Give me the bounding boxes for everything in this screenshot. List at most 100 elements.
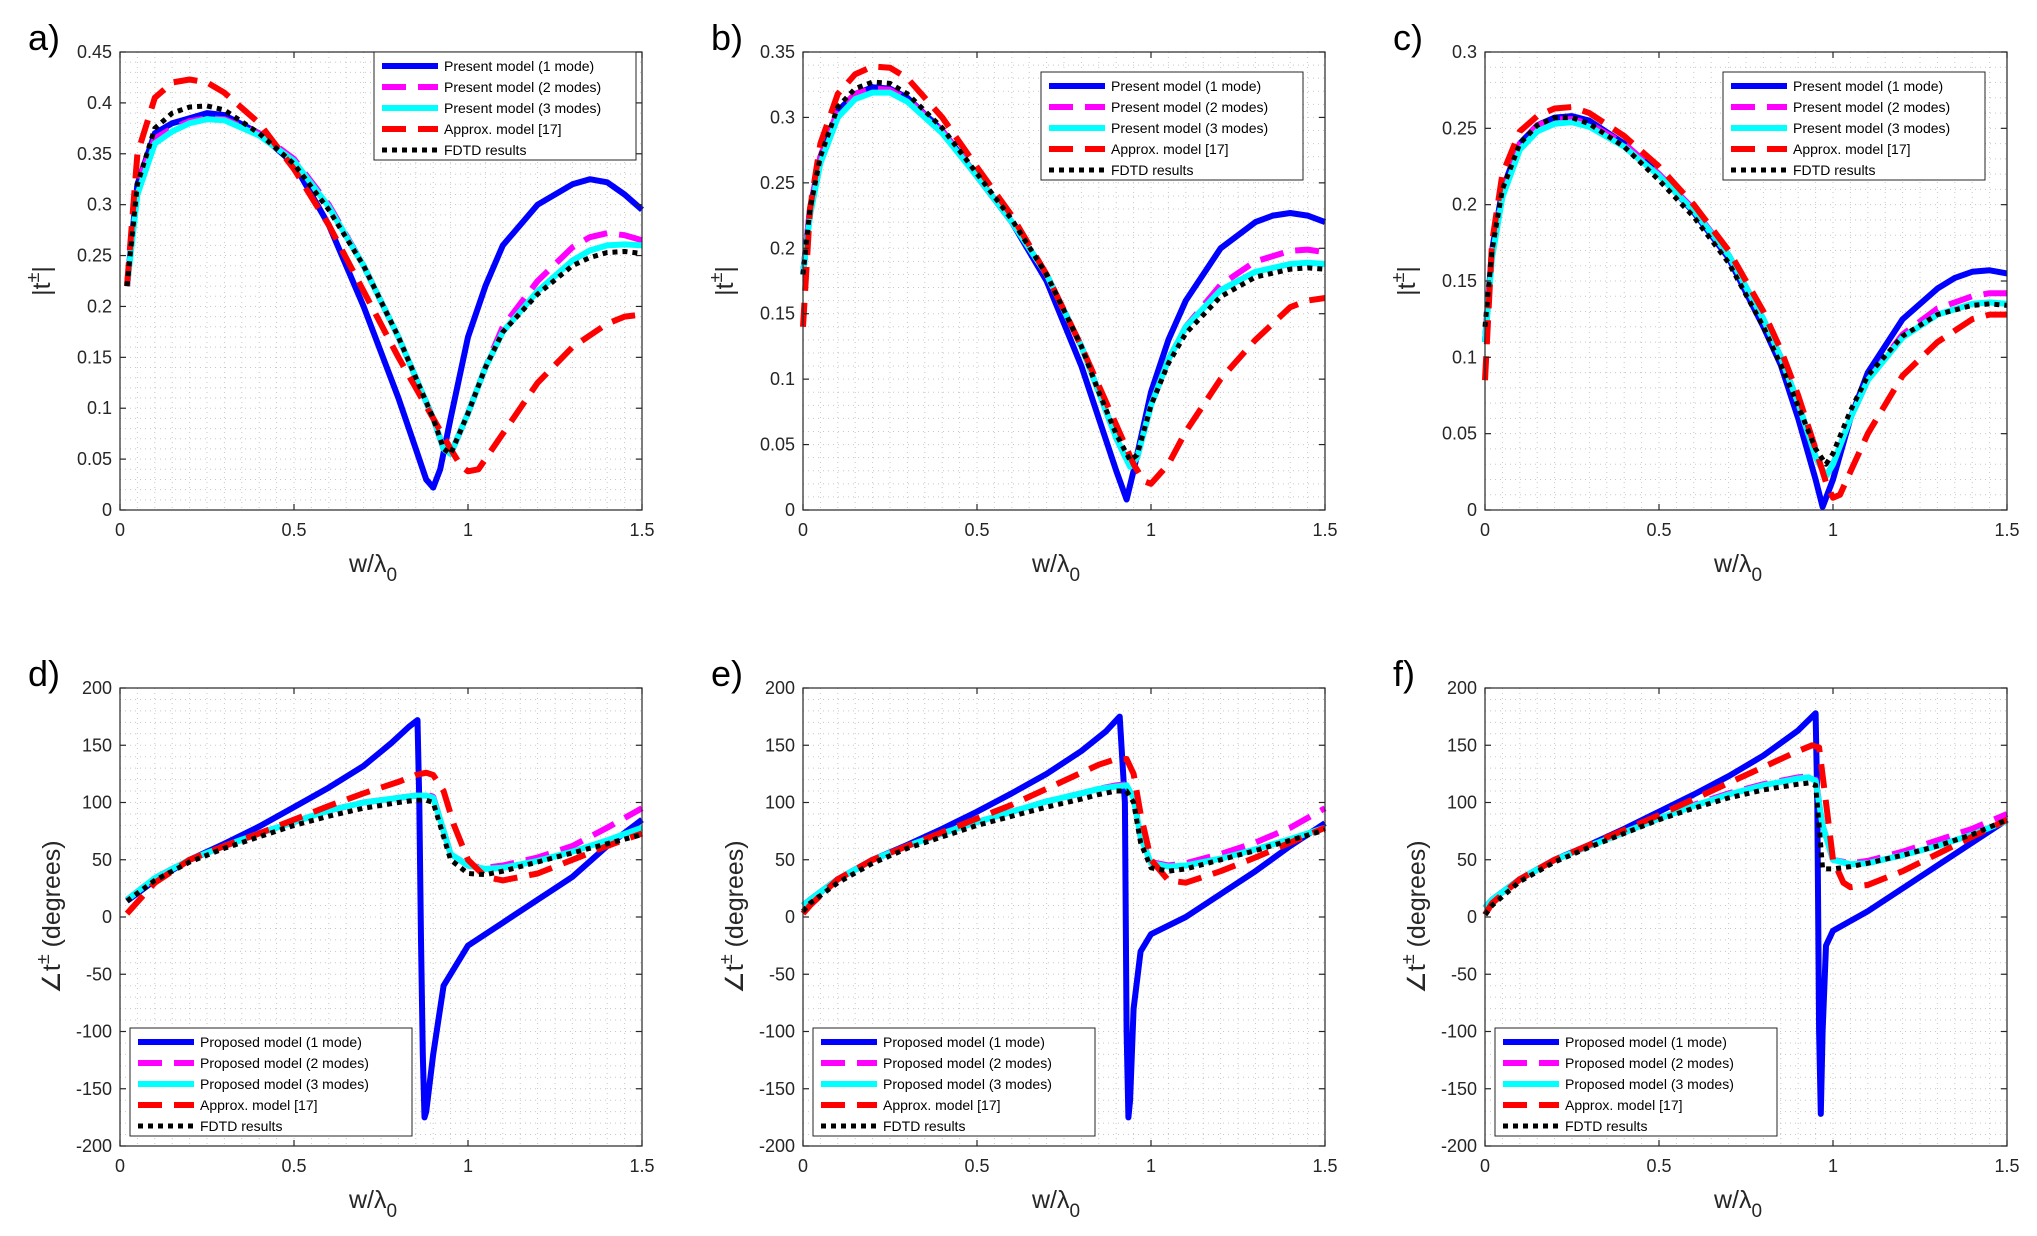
y-tick-label: 150: [765, 735, 795, 755]
legend-label: Proposed model (1 mode): [883, 1034, 1045, 1050]
x-tick-label: 1.5: [1994, 520, 2019, 540]
y-tick-label: 200: [765, 678, 795, 698]
x-tick-label: 1: [1146, 1156, 1156, 1176]
y-tick-label: -200: [76, 1136, 112, 1156]
legend: Proposed model (1 mode) Proposed model (2…: [129, 1027, 413, 1137]
series-line-approx: [124, 76, 643, 475]
y-tick-label: -50: [86, 964, 112, 984]
x-tick-label: 0: [798, 1156, 808, 1176]
x-axis-label: w/λ0: [1713, 1186, 1762, 1222]
y-tick-label: 0.05: [77, 449, 112, 469]
x-tick-label: 1.5: [1312, 520, 1337, 540]
series-line-fdtd: [1482, 115, 2008, 467]
legend-label: Approx. model [17]: [1793, 141, 1911, 157]
x-axis-label: w/λ0: [1031, 1186, 1080, 1222]
x-axis-label: w/λ0: [348, 1186, 397, 1222]
y-tick-label: 0.3: [87, 195, 112, 215]
y-tick-label: -100: [1441, 1022, 1477, 1042]
y-tick-label: 100: [82, 793, 112, 813]
y-tick-label: 0: [102, 907, 112, 927]
y-tick-label: 200: [1447, 678, 1477, 698]
y-axis-label: ∠t± (degrees): [33, 840, 66, 993]
y-tick-label: 0: [102, 500, 112, 520]
x-tick-label: 1: [1828, 1156, 1838, 1176]
series-line-fdtd: [800, 79, 1326, 463]
panel-label: c): [1393, 17, 1423, 58]
series-line-m3: [801, 782, 1326, 908]
legend: Proposed model (1 mode) Proposed model (2…: [1494, 1027, 1778, 1137]
legend-label: Present model (2 modes): [1111, 99, 1268, 115]
y-tick-label: 200: [82, 678, 112, 698]
y-tick-label: 0.05: [1442, 424, 1477, 444]
legend-label: Proposed model (2 modes): [1565, 1055, 1734, 1071]
x-tick-label: 1.5: [629, 520, 654, 540]
y-tick-label: 0.15: [77, 347, 112, 367]
panel-b: 0 0.5 1 1.5 0 0.05 0.1 0.15 0.2 0.25 0.3 0.35 b) w/λ0…: [706, 17, 1338, 586]
series-line-m1: [124, 110, 644, 491]
y-tick-label: 0.3: [770, 107, 795, 127]
axes-box: [802, 51, 1326, 511]
y-tick-label: 0.2: [770, 238, 795, 258]
y-axis-label: |t±|: [23, 266, 56, 296]
series-line-m1: [125, 717, 644, 1121]
legend-label: Present model (1 mode): [1111, 78, 1261, 94]
y-tick-label: -200: [759, 1136, 795, 1156]
legend-label: Proposed model (1 mode): [200, 1034, 362, 1050]
legend-label: Approx. model [17]: [1565, 1097, 1683, 1113]
x-tick-label: 1: [463, 520, 473, 540]
panel-label: e): [711, 653, 743, 694]
y-tick-label: 0.15: [760, 304, 795, 324]
legend-label: FDTD results: [1111, 162, 1193, 178]
x-tick-label: 1: [463, 1156, 473, 1176]
legend-label: Approx. model [17]: [1111, 141, 1229, 157]
legend-label: Approx. model [17]: [444, 121, 562, 137]
panel-label: f): [1393, 653, 1415, 694]
x-axis-label: w/λ0: [1713, 550, 1762, 586]
y-tick-label: 0.3: [1452, 42, 1477, 62]
y-tick-label: 100: [765, 793, 795, 813]
series-line-approx: [1482, 742, 2009, 917]
y-tick-label: -200: [1441, 1136, 1477, 1156]
x-tick-label: 0: [115, 1156, 125, 1176]
y-tick-label: 0.25: [77, 246, 112, 266]
legend-label: Approx. model [17]: [883, 1097, 1001, 1113]
y-tick-label: 0.2: [87, 296, 112, 316]
x-tick-label: 1.5: [1994, 1156, 2019, 1176]
x-tick-label: 0: [115, 520, 125, 540]
y-tick-label: -50: [1451, 964, 1477, 984]
y-tick-label: 0.15: [1442, 271, 1477, 291]
legend-label: Present model (1 mode): [444, 58, 594, 74]
panel-d: 0 0.5 1 1.5 -200 -150 -100 -50 0 50 100 150 200 d) w/λ…: [28, 653, 655, 1222]
series-line-m3: [1482, 119, 2008, 480]
x-tick-label: 0.5: [964, 1156, 989, 1176]
panel-label: a): [28, 17, 60, 58]
legend-label: Present model (3 modes): [444, 100, 601, 116]
y-axis-label: ∠t± (degrees): [1398, 840, 1431, 993]
y-tick-label: 0.25: [760, 173, 795, 193]
legend-label: Present model (3 modes): [1793, 120, 1950, 136]
panel-c: 0 0.5 1 1.5 0 0.05 0.1 0.15 0.2 0.25 0.3 c) w/λ0 |t±|…: [1388, 17, 2020, 586]
x-axis-label: w/λ0: [348, 550, 397, 586]
y-tick-label: 150: [1447, 735, 1477, 755]
legend-label: Proposed model (2 modes): [200, 1055, 369, 1071]
x-tick-label: 1.5: [1312, 1156, 1337, 1176]
legend-label: Proposed model (2 modes): [883, 1055, 1052, 1071]
legend: Present model (1 mode) Present model (2 m…: [373, 51, 637, 161]
legend-label: FDTD results: [1793, 162, 1875, 178]
y-tick-label: 0.35: [760, 42, 795, 62]
legend-label: FDTD results: [883, 1118, 965, 1134]
panel-f: 0 0.5 1 1.5 -200 -150 -100 -50 0 50 100 150 200 f) w/λ…: [1393, 653, 2020, 1222]
x-tick-label: 0: [1480, 520, 1490, 540]
series-line-fdtd: [125, 797, 643, 904]
y-tick-label: 0.05: [760, 435, 795, 455]
series-line-fdtd: [124, 103, 643, 457]
legend-label: Proposed model (3 modes): [883, 1076, 1052, 1092]
y-tick-label: -150: [76, 1079, 112, 1099]
x-tick-label: 1.5: [629, 1156, 654, 1176]
y-tick-label: -50: [769, 964, 795, 984]
panel-e: 0 0.5 1 1.5 -200 -150 -100 -50 0 50 100 150 200 e) w/λ…: [711, 653, 1338, 1222]
x-tick-label: 0: [798, 520, 808, 540]
legend-label: Proposed model (3 modes): [1565, 1076, 1734, 1092]
panel-label: b): [711, 17, 743, 58]
